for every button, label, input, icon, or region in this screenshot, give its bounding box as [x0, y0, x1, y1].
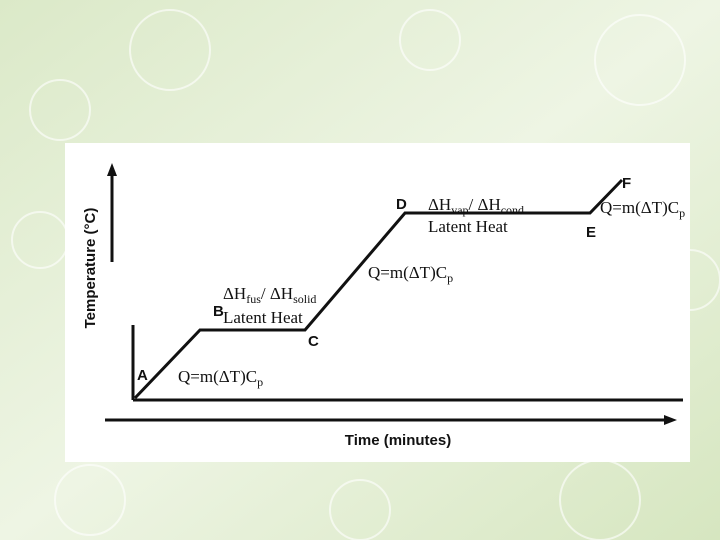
annotation: Q=m(ΔT)Cp	[600, 198, 685, 220]
annotation-text: / ΔH	[261, 284, 293, 303]
x-axis-label: Time (minutes)	[345, 432, 451, 449]
annotation: Latent Heat	[428, 217, 508, 236]
axes	[105, 163, 683, 425]
subscript: vap	[451, 203, 468, 217]
subscript: fus	[246, 292, 261, 306]
subscript: p	[257, 375, 263, 389]
annotation-text: Q=m(ΔT)C	[368, 263, 447, 282]
point-label: E	[586, 224, 596, 241]
figure-panel	[65, 143, 690, 462]
heating-curve	[133, 178, 624, 400]
annotation-text: ΔH	[428, 195, 451, 214]
point-label: B	[213, 303, 224, 320]
annotation: ΔHfus/ ΔHsolid	[223, 284, 316, 306]
annotation-text: Q=m(ΔT)C	[600, 198, 679, 217]
point-label: A	[137, 367, 148, 384]
annotation: ΔHvap/ ΔHcond	[428, 195, 524, 217]
point-labels: A B C D E F	[137, 175, 631, 384]
annotation-text: / ΔH	[469, 195, 501, 214]
annotation: Latent Heat	[223, 308, 303, 327]
annotation-text: Q=m(ΔT)C	[178, 367, 257, 386]
subscript: cond	[501, 203, 524, 217]
subscript: p	[447, 271, 453, 285]
annotation-text: Latent Heat	[223, 308, 303, 327]
subscript: solid	[293, 292, 316, 306]
annotation: Q=m(ΔT)Cp	[368, 263, 453, 285]
annotation-text: Latent Heat	[428, 217, 508, 236]
annotation-text: ΔH	[223, 284, 246, 303]
point-label: D	[396, 196, 407, 213]
point-label: C	[308, 333, 319, 350]
y-axis-label: Temperature (°C)	[82, 208, 99, 329]
subscript: p	[679, 206, 685, 220]
annotation: Q=m(ΔT)Cp	[178, 367, 263, 389]
point-label: F	[622, 175, 631, 192]
